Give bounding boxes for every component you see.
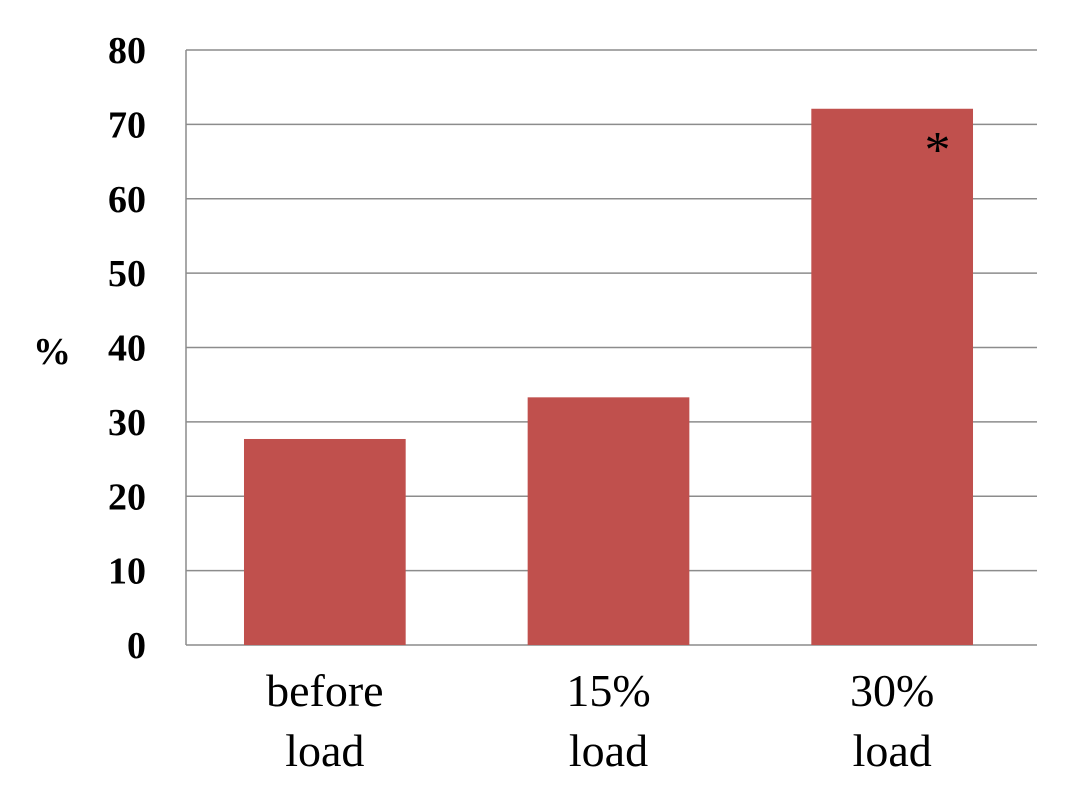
y-tick-label-10: 10 [108, 551, 146, 593]
y-tick-label-60: 60 [108, 179, 146, 221]
y-tick-label-80: 80 [108, 30, 146, 72]
annotations: * [924, 122, 950, 179]
y-tick-label-0: 0 [127, 625, 146, 667]
y-tick-label-40: 40 [108, 328, 146, 370]
y-tick-label-30: 30 [108, 402, 146, 444]
x-tick-label-2-line-1: load [853, 725, 932, 776]
y-tick-labels: 0 10 20 30 40 50 60 70 80 [108, 30, 146, 667]
x-tick-label-1-line-1: load [569, 725, 648, 776]
x-tick-labels: before load 15% load 30% load [266, 665, 934, 776]
x-tick-label-2-line-0: 30% [850, 665, 934, 716]
x-tick-label-0-line-0: before [266, 665, 383, 716]
significance-asterisk: * [924, 122, 950, 179]
y-axis-label: % [33, 331, 71, 373]
bar-15-load [527, 397, 690, 645]
y-tick-label-20: 20 [108, 476, 146, 518]
x-tick-label-1-line-0: 15% [566, 665, 650, 716]
bars [243, 108, 974, 646]
y-tick-label-50: 50 [108, 253, 146, 295]
y-tick-label-70: 70 [108, 104, 146, 146]
bar-30-load [811, 108, 974, 646]
x-tick-label-0-line-1: load [285, 725, 364, 776]
bar-before-load [243, 438, 406, 645]
